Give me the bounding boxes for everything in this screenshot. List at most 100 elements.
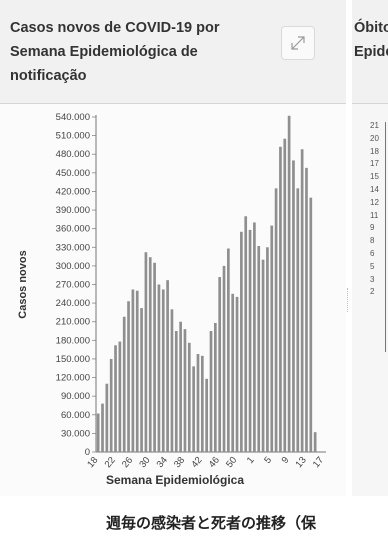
x-tick-label: 30	[137, 455, 152, 470]
bar	[170, 309, 174, 452]
y-tick-label: 300.000	[56, 261, 90, 272]
deaths-y-tick-label: 6	[370, 248, 375, 258]
bar	[279, 146, 282, 452]
bar	[200, 355, 204, 452]
bar	[261, 259, 265, 452]
x-tick-label: 46	[207, 455, 222, 470]
bar	[231, 293, 235, 452]
x-tick-label: 26	[120, 455, 135, 470]
bar	[140, 308, 143, 452]
bar	[101, 403, 104, 452]
bar	[135, 290, 139, 452]
x-tick-label: 38	[172, 455, 187, 470]
deaths-y-tick-label: 18	[370, 146, 379, 156]
expand-icon	[291, 36, 305, 50]
y-tick-label: 450.000	[56, 168, 90, 179]
y-tick-label: 120.000	[56, 373, 90, 384]
deaths-y-tick-label: 21	[370, 121, 379, 130]
y-tick-label: 360.000	[56, 224, 90, 235]
expand-button[interactable]	[281, 26, 315, 60]
y-tick-label: 60.000	[61, 410, 90, 421]
deaths-y-ticks: 21 20 18 17 15 14 12 11 9 8 6 5 3 2	[370, 120, 388, 299]
bar	[96, 413, 100, 452]
y-tick-label: 0	[85, 447, 90, 458]
y-tick-label: 240.000	[56, 298, 90, 309]
x-tick-label: 1	[245, 455, 257, 466]
deaths-y-tick-label: 17	[370, 159, 379, 169]
bar	[244, 216, 248, 452]
bar	[118, 341, 122, 452]
bar	[292, 160, 295, 452]
deaths-y-tick-label: 9	[370, 223, 375, 233]
bar	[144, 252, 148, 452]
bar	[222, 265, 226, 452]
bar	[253, 222, 256, 452]
bar	[248, 229, 252, 452]
x-tick-label: 50	[224, 455, 239, 470]
bar	[187, 342, 191, 452]
deaths-y-tick-label: 15	[370, 172, 379, 182]
x-tick-label: 34	[155, 455, 170, 470]
card-title: Casos novos de COVID-19 por Semana Epide…	[10, 20, 220, 84]
x-tick-label: 42	[189, 455, 204, 470]
deaths-y-axis	[385, 122, 386, 352]
deaths-title-line1: Óbitos	[354, 20, 388, 36]
deaths-y-tick-label: 8	[370, 236, 375, 246]
x-tick-label: 5	[262, 455, 274, 466]
deaths-y-tick-label: 20	[370, 133, 379, 143]
deaths-card: Óbitos Epide 21 20 18 17 15 14 12 11 9 8 6 5 3 2	[352, 0, 388, 496]
x-tick-label: 9	[280, 455, 292, 466]
bar	[213, 322, 217, 452]
bar	[296, 188, 300, 452]
bar-chart: 0 30.000 60.000 90.000 120.000 150.000 180.000…	[17, 112, 326, 487]
bar	[179, 321, 182, 452]
caption-text: 週毎の感染者と死者の推移（保	[106, 514, 317, 532]
bar	[266, 247, 269, 452]
y-tick-label: 480.000	[56, 149, 90, 160]
bar	[157, 284, 161, 452]
resize-grip[interactable]	[347, 288, 351, 312]
bar	[283, 138, 287, 453]
y-axis-label: Casos novos	[17, 250, 29, 318]
bar	[196, 353, 200, 452]
bar	[148, 257, 152, 452]
chart-card: Casos novos de COVID-19 por Semana Epide…	[0, 0, 346, 487]
bar	[183, 329, 187, 452]
bar	[127, 301, 130, 452]
deaths-y-tick-label: 14	[370, 184, 379, 194]
bar	[174, 331, 178, 452]
bar	[227, 248, 230, 452]
bar	[153, 262, 156, 452]
bar	[192, 366, 195, 452]
x-tick-label: 17	[311, 455, 326, 470]
x-tick-label: 13	[294, 455, 309, 470]
bar	[305, 167, 308, 452]
bar	[218, 277, 222, 452]
bar	[161, 289, 165, 452]
y-tick-label: 540.000	[56, 112, 90, 123]
y-tick-label: 180.000	[56, 335, 90, 346]
bar	[166, 280, 169, 452]
bar	[122, 316, 126, 452]
bar	[235, 296, 239, 452]
deaths-y-tick-label: 5	[370, 261, 375, 271]
y-tick-label: 420.000	[56, 186, 90, 197]
x-tick-label: 22	[103, 455, 118, 470]
bar	[309, 197, 313, 452]
bar	[105, 383, 109, 452]
y-tick-label: 150.000	[56, 354, 90, 365]
bar	[300, 149, 304, 452]
deaths-y-tick-label: 12	[370, 197, 379, 207]
deaths-card-header: Óbitos Epide	[352, 0, 388, 104]
bar	[274, 188, 278, 452]
card-header: Casos novos de COVID-19 por Semana Epide…	[0, 0, 346, 104]
bar	[205, 378, 209, 452]
y-tick-label: 390.000	[56, 205, 90, 216]
deaths-title-line2: Epide	[354, 44, 388, 60]
y-tick-label: 210.000	[56, 317, 90, 328]
bar	[287, 115, 291, 452]
bar	[109, 358, 113, 452]
deaths-y-tick-label: 3	[370, 274, 375, 284]
y-tick-label: 270.000	[56, 280, 90, 291]
bar	[270, 225, 274, 452]
